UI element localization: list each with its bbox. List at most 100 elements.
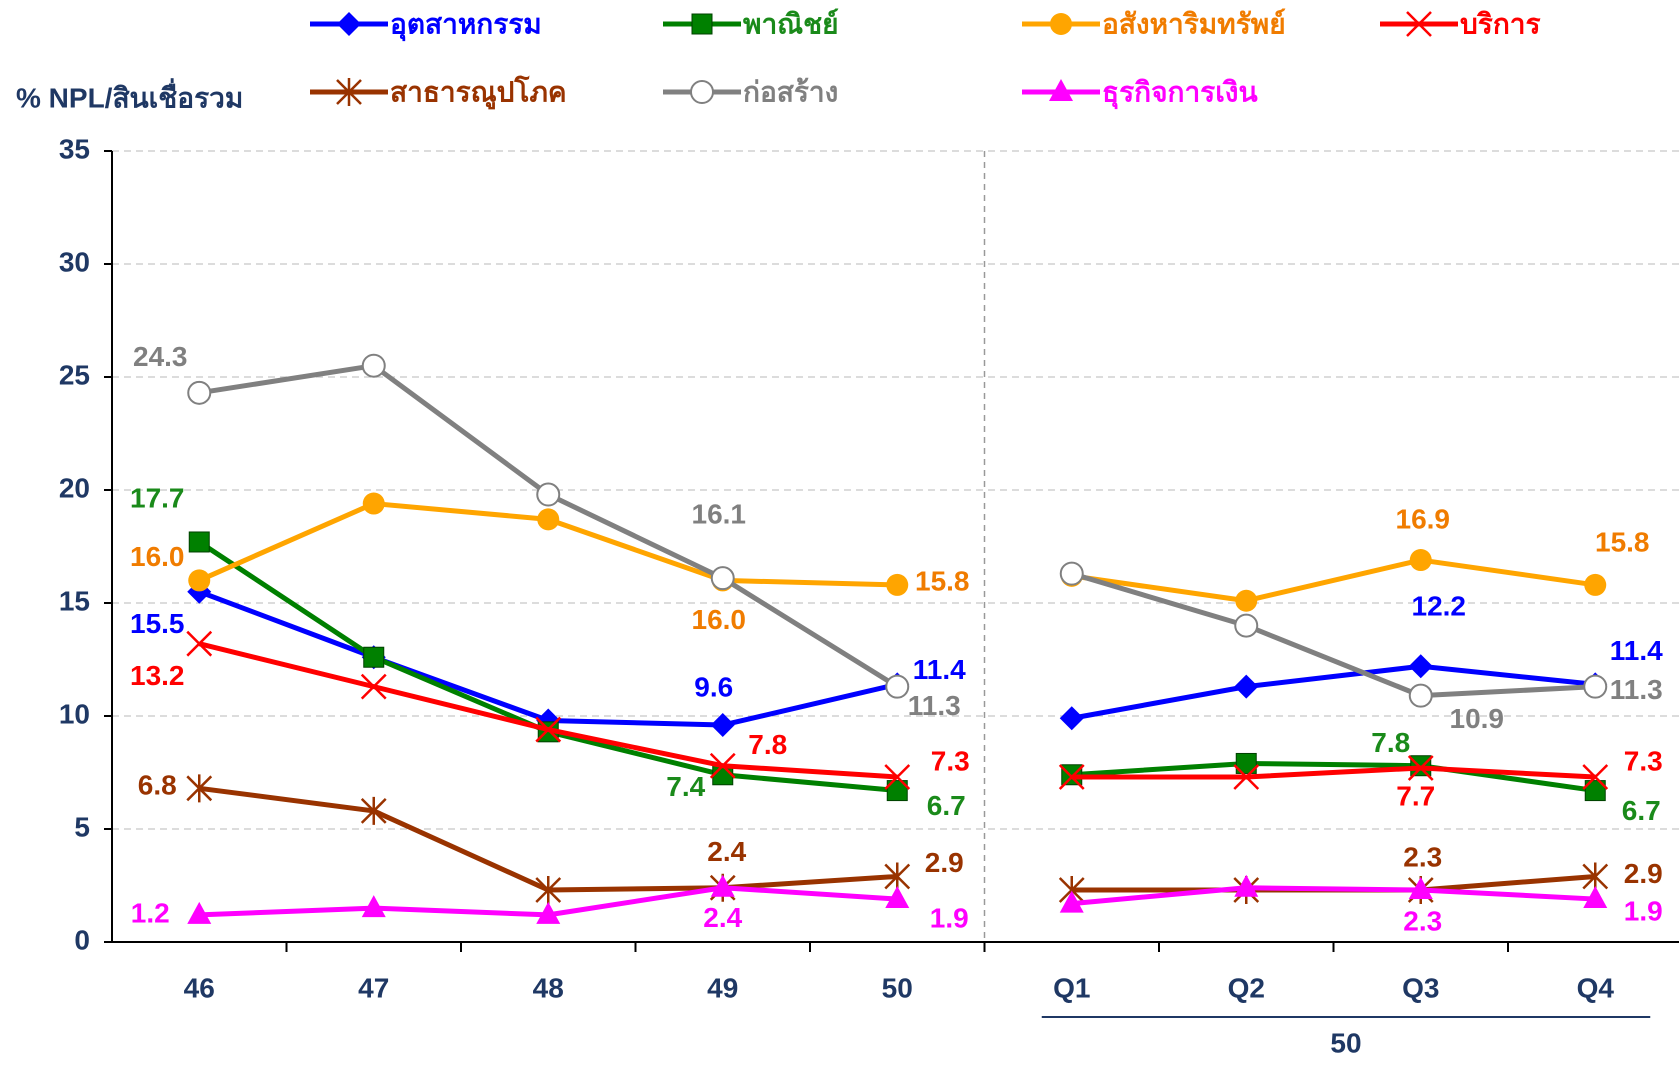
- series-line: [1071, 557, 1596, 604]
- marker: [1058, 764, 1085, 790]
- legend-marker: [1049, 79, 1073, 101]
- marker: [188, 531, 210, 553]
- x-tick-label: 47: [358, 972, 389, 1003]
- x-tick-label: 49: [707, 972, 738, 1003]
- y-tick-label: 35: [59, 133, 90, 164]
- data-label: 7.3: [1624, 745, 1663, 776]
- series: [186, 630, 1609, 790]
- x-tick-label: 50: [882, 972, 913, 1003]
- y-tick-label: 25: [59, 359, 90, 390]
- marker: [1235, 589, 1258, 612]
- legend-label: อุตสาหกรรม: [390, 8, 542, 41]
- series: [187, 353, 1608, 708]
- series-line: [197, 539, 898, 794]
- data-label: 17.7: [130, 482, 185, 513]
- marker: [1234, 613, 1259, 638]
- marker: [186, 630, 213, 657]
- data-label: 16.0: [692, 604, 747, 635]
- marker: [537, 508, 560, 531]
- data-label: 6.7: [1622, 795, 1661, 826]
- legend-label: พาณิชย์: [743, 8, 839, 39]
- data-label: 11.3: [1610, 674, 1663, 705]
- marker: [188, 569, 211, 592]
- y-axis-label: % NPL/สินเชื่อรวม: [16, 77, 243, 113]
- marker: [361, 353, 386, 378]
- data-label: 2.4: [703, 902, 742, 933]
- y-tick-label: 20: [59, 472, 90, 503]
- x-tick-label: Q1: [1053, 972, 1090, 1003]
- x-tick-label: Q4: [1577, 972, 1615, 1003]
- marker: [1408, 654, 1433, 679]
- marker: [1407, 755, 1434, 781]
- marker: [361, 895, 386, 918]
- marker: [1408, 683, 1433, 708]
- marker: [1582, 764, 1609, 790]
- data-label: 15.8: [915, 565, 970, 596]
- series-line: [198, 785, 898, 893]
- data-label: 2.3: [1403, 905, 1442, 936]
- legend-marker: [336, 78, 362, 106]
- y-tick-label: 30: [59, 246, 90, 277]
- data-label: 10.9: [1450, 703, 1505, 734]
- data-label: 7.8: [1371, 727, 1410, 758]
- x-tick-label: 46: [184, 972, 215, 1003]
- data-label: 2.9: [1624, 858, 1663, 889]
- series-line: [1071, 885, 1596, 907]
- data-label: 11.4: [1610, 635, 1663, 666]
- legend-marker: [1406, 11, 1432, 37]
- data-label: 1.9: [1624, 895, 1663, 926]
- marker: [536, 482, 561, 507]
- data-label: 7.8: [748, 729, 787, 760]
- marker: [1233, 764, 1260, 790]
- data-label: 2.3: [1403, 841, 1442, 872]
- marker: [885, 886, 910, 909]
- series-line: [1071, 765, 1596, 780]
- marker: [884, 862, 911, 891]
- data-label: 7.7: [1396, 780, 1435, 811]
- data-label: 12.2: [1412, 591, 1467, 622]
- legend-label: อสังหาริมทรัพย์: [1102, 8, 1286, 39]
- legend-marker: [337, 12, 361, 36]
- marker: [884, 764, 911, 790]
- data-label: 15.5: [130, 608, 185, 639]
- data-label: 11.3: [908, 690, 961, 721]
- marker: [535, 716, 562, 743]
- marker: [535, 876, 562, 905]
- series: [188, 492, 1607, 612]
- data-label: 1.9: [930, 902, 969, 933]
- series-line: [1071, 663, 1596, 721]
- data-label: 24.3: [133, 341, 188, 372]
- data-label: 2.9: [925, 847, 964, 878]
- data-label: 6.7: [927, 790, 966, 821]
- data-label: 15.8: [1595, 526, 1650, 557]
- marker: [1408, 877, 1433, 900]
- marker: [1584, 780, 1606, 802]
- marker: [1234, 674, 1259, 699]
- data-label: 7.3: [931, 745, 970, 776]
- marker: [1583, 886, 1608, 909]
- y-tick-label: 10: [59, 698, 90, 729]
- legend-label: ก่อสร้าง: [743, 76, 838, 107]
- marker: [187, 380, 212, 405]
- marker: [710, 566, 735, 591]
- marker: [886, 780, 908, 802]
- series-line: [1071, 571, 1596, 699]
- series: [187, 874, 1608, 924]
- series-line: [1071, 760, 1596, 794]
- data-label: 9.6: [694, 671, 733, 702]
- data-label: 1.2: [131, 897, 170, 928]
- data-label: 11.4: [913, 654, 966, 685]
- marker: [536, 901, 561, 924]
- marker: [1583, 674, 1608, 699]
- marker: [885, 674, 910, 699]
- marker: [1584, 573, 1607, 596]
- data-label: 7.4: [666, 771, 705, 802]
- marker: [1409, 549, 1432, 572]
- x-tick-label: Q3: [1402, 972, 1439, 1003]
- data-label: 13.2: [130, 660, 185, 691]
- marker: [886, 573, 909, 596]
- marker: [709, 752, 736, 779]
- marker: [186, 774, 213, 803]
